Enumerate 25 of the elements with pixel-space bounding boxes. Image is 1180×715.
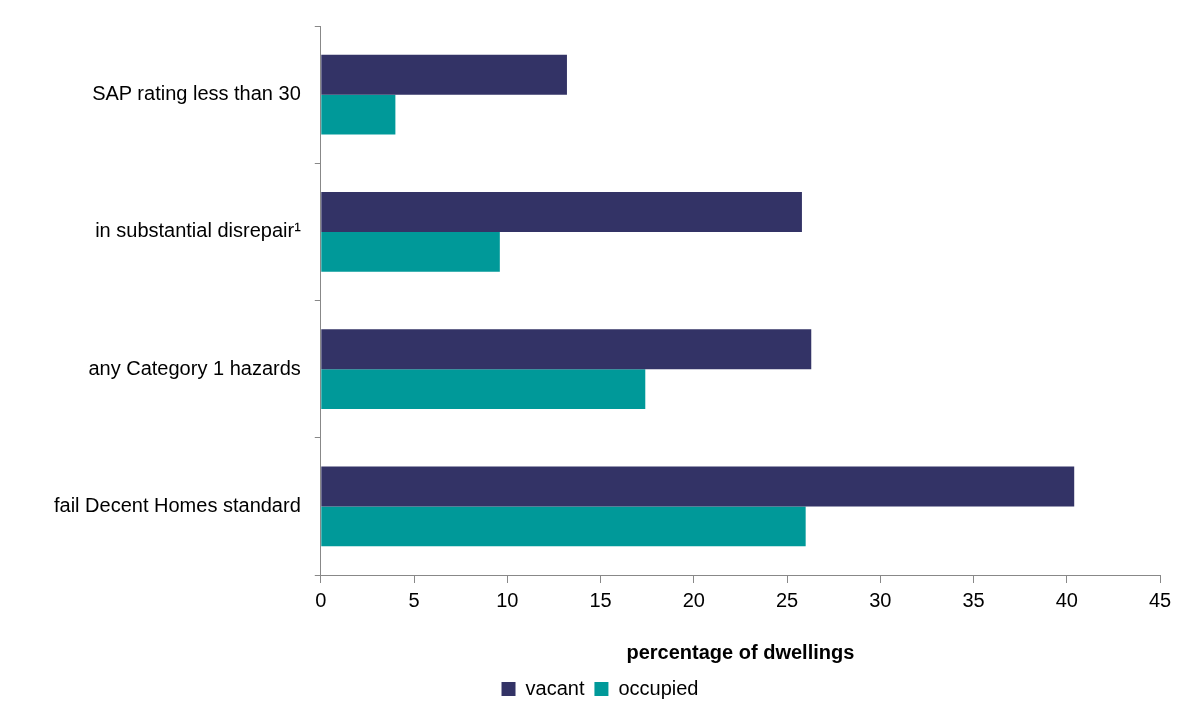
legend-label: occupied bbox=[618, 676, 699, 699]
x-tick-label: 20 bbox=[682, 588, 705, 611]
bar bbox=[321, 369, 646, 409]
y-tick-label: fail Decent Homes standard bbox=[53, 493, 301, 516]
legend-label: vacant bbox=[525, 676, 585, 699]
x-tick-label: 45 bbox=[1148, 588, 1172, 611]
y-tick-label: in substantial disrepair¹ bbox=[95, 219, 302, 242]
bar bbox=[321, 466, 1075, 507]
bar bbox=[321, 329, 812, 370]
x-tick-label: 10 bbox=[496, 588, 519, 611]
bar bbox=[321, 231, 500, 272]
x-tick-label: 40 bbox=[1055, 588, 1078, 611]
x-axis-title: percentage of dwellings bbox=[626, 640, 855, 663]
x-tick-label: 25 bbox=[775, 588, 799, 611]
x-tick-label: 0 bbox=[315, 588, 327, 611]
x-tick-label: 15 bbox=[589, 588, 612, 611]
x-tick-label: 30 bbox=[869, 588, 892, 611]
y-tick-label: SAP rating less than 30 bbox=[92, 82, 301, 105]
bar bbox=[321, 94, 396, 135]
y-tick-label: any Category 1 hazards bbox=[88, 356, 301, 379]
x-tick-label: 35 bbox=[962, 588, 985, 611]
bar bbox=[321, 192, 802, 232]
bar bbox=[321, 506, 806, 547]
x-tick-label: 5 bbox=[408, 588, 420, 611]
bar bbox=[321, 54, 567, 95]
